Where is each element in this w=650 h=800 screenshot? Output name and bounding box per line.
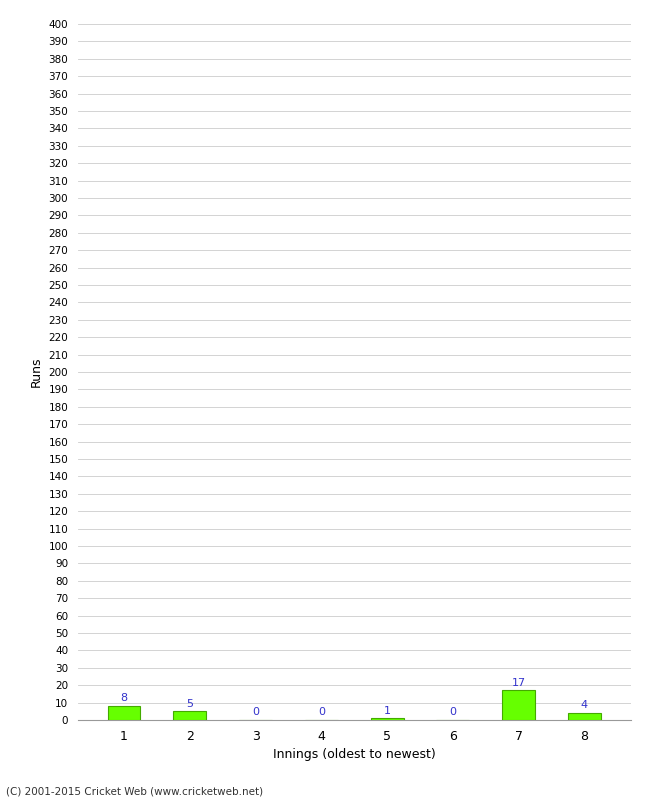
Bar [108, 706, 140, 720]
Text: 0: 0 [449, 707, 456, 718]
Text: 5: 5 [187, 698, 193, 709]
Bar [174, 711, 206, 720]
Text: (C) 2001-2015 Cricket Web (www.cricketweb.net): (C) 2001-2015 Cricket Web (www.cricketwe… [6, 786, 264, 796]
Text: 4: 4 [581, 701, 588, 710]
Y-axis label: Runs: Runs [30, 357, 43, 387]
Bar [502, 690, 535, 720]
Text: 0: 0 [252, 707, 259, 718]
X-axis label: Innings (oldest to newest): Innings (oldest to newest) [273, 748, 436, 762]
Text: 17: 17 [512, 678, 526, 688]
Bar [568, 713, 601, 720]
Bar [370, 718, 404, 720]
Text: 0: 0 [318, 707, 325, 718]
Text: 1: 1 [384, 706, 391, 716]
Text: 8: 8 [120, 694, 127, 703]
